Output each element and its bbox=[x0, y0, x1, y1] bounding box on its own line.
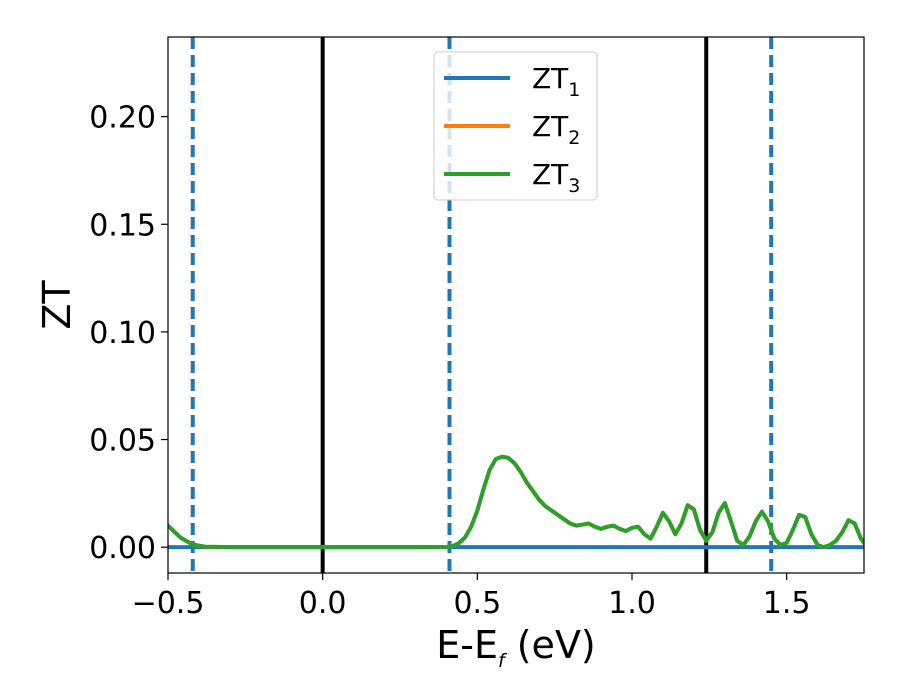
reference-lines bbox=[190, 37, 774, 573]
x-axis-label: E-Ef (eV) bbox=[436, 623, 596, 672]
series-layer bbox=[168, 454, 864, 550]
y-tick-label: 0.10 bbox=[89, 316, 156, 351]
series-line-3 bbox=[168, 454, 864, 550]
y-tick-label: 0.05 bbox=[89, 424, 156, 459]
y-tick-label: 0.15 bbox=[89, 208, 156, 243]
x-tick-label: −0.5 bbox=[132, 586, 205, 621]
y-axis: 0.00 0.05 0.10 0.15 0.20 bbox=[89, 101, 168, 566]
legend-label-1: ZT1 bbox=[532, 62, 580, 101]
plot-frame bbox=[167, 36, 865, 574]
y-tick-label: 0.20 bbox=[89, 101, 156, 136]
series-line-2 bbox=[168, 454, 864, 550]
legend: ZT1 ZT2 ZT3 bbox=[433, 51, 598, 201]
x-axis: −0.5 0.0 0.5 1.0 1.5 bbox=[132, 573, 811, 621]
x-tick-label: 0.0 bbox=[299, 586, 347, 621]
legend-label-3: ZT3 bbox=[532, 158, 580, 197]
x-tick-label: 0.5 bbox=[453, 586, 501, 621]
x-tick-label: 1.0 bbox=[608, 586, 656, 621]
legend-label-2: ZT2 bbox=[532, 110, 580, 149]
y-tick-label: 0.00 bbox=[89, 531, 156, 566]
x-tick-label: 1.5 bbox=[763, 586, 811, 621]
legend-box bbox=[433, 51, 598, 201]
y-axis-label: ZT bbox=[35, 280, 79, 330]
